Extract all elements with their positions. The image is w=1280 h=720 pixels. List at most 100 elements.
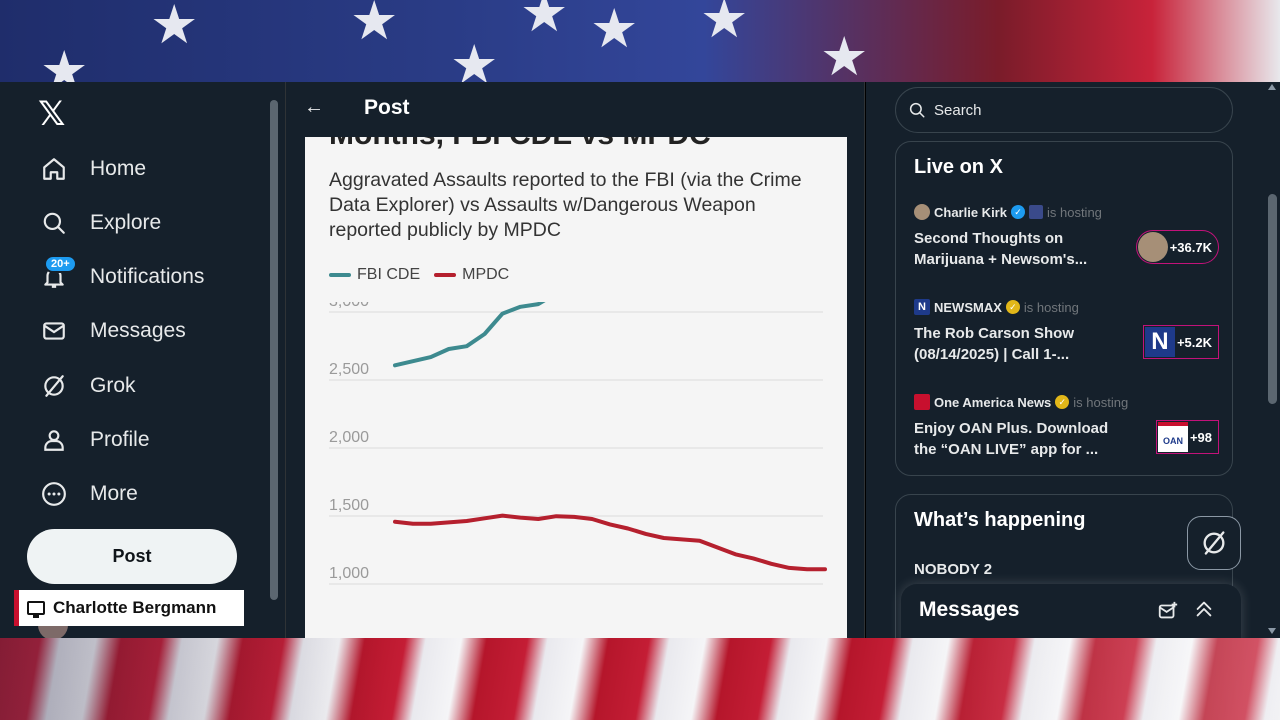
live-title: Live on X	[914, 156, 1003, 178]
listener-count: +36.7K	[1169, 239, 1212, 255]
listener-count-pill[interactable]: N +5.2K	[1142, 325, 1219, 359]
live-title-text: Enjoy OAN Plus. Download the “OAN LIVE” …	[914, 420, 1109, 458]
flag-background-top: ★ ★ ★ ★ ★ ★ ★ ★	[0, 0, 1280, 84]
y-tick-label: 2,000	[329, 429, 369, 446]
y-tick-label: 1,000	[329, 565, 369, 582]
scrollbar-thumb[interactable]	[1268, 194, 1277, 404]
nav-home[interactable]: Home	[28, 145, 268, 193]
post-column: Months, FBI CDE vs MPDC Aggravated Assau…	[285, 82, 865, 638]
legend-swatch-mpdc	[434, 273, 457, 277]
post-button[interactable]: Post	[27, 529, 237, 584]
x-logo-icon[interactable]: 𝕏	[38, 94, 66, 134]
hosting-label: is hosting	[1046, 204, 1102, 220]
scroll-up-icon[interactable]	[1268, 84, 1276, 90]
newsmax-avatar-icon: N	[1144, 327, 1175, 357]
nav-more[interactable]: More	[28, 470, 268, 518]
chevron-up-icon[interactable]	[1193, 598, 1215, 620]
host-name: One America News	[934, 394, 1052, 410]
page-title: Post	[364, 96, 410, 119]
nav-profile[interactable]: Profile	[28, 416, 268, 464]
host-name: NEWSMAX	[934, 299, 1002, 315]
oan-logo-icon	[914, 394, 930, 410]
notification-badge: 20+	[44, 255, 77, 273]
search-icon	[40, 209, 68, 237]
nav-explore[interactable]: Explore	[28, 199, 268, 247]
listener-avatar	[1137, 232, 1168, 262]
envelope-icon	[40, 317, 68, 345]
person-icon	[40, 426, 68, 454]
right-sidebar: Search Live on X Charlie Kirk ✓ is hosti…	[866, 82, 1280, 638]
more-circle-icon	[40, 480, 68, 508]
search-placeholder: Search	[934, 101, 982, 119]
nav-label: Profile	[90, 428, 150, 451]
post-header: ← Post	[286, 82, 864, 137]
hosting-label: is hosting	[1023, 299, 1079, 315]
host-avatar	[914, 204, 930, 220]
legend-label-mpdc: MPDC	[462, 266, 510, 283]
series-line-mpdc	[393, 513, 827, 572]
verified-badge-icon: ✓	[1005, 300, 1020, 314]
nav-label: More	[90, 482, 138, 505]
happening-title: What’s happening	[914, 509, 1086, 531]
legend-swatch-fbi	[329, 273, 351, 277]
live-item[interactable]: N NEWSMAX ✓ is hosting The Rob Carson Sh…	[914, 299, 1219, 379]
legend-item-mpdc: MPDC	[434, 266, 509, 284]
hosting-label: is hosting	[1073, 394, 1129, 410]
messages-drawer-title: Messages	[919, 598, 1020, 621]
listener-count-pill[interactable]: OAN +98	[1155, 420, 1219, 454]
legend-item-fbi: FBI CDE	[329, 266, 420, 284]
nav-notifications[interactable]: 20+ Notifications	[28, 253, 268, 301]
nav-label: Explore	[90, 211, 162, 234]
bell-icon: 20+	[40, 255, 77, 291]
chart-subtitle: Aggravated Assaults reported to the FBI …	[329, 169, 802, 241]
new-message-icon[interactable]	[1157, 600, 1179, 622]
verified-badge-icon: ✓	[1010, 205, 1025, 219]
sidebar-scrollbar[interactable]	[270, 100, 278, 600]
chart-legend: FBI CDE MPDC	[329, 266, 523, 284]
grok-icon	[1203, 531, 1225, 555]
grok-floating-button[interactable]	[1187, 516, 1241, 570]
search-icon	[909, 102, 925, 118]
streamer-caption: Charlotte Bergmann	[14, 590, 244, 626]
back-arrow-icon[interactable]: ←	[304, 96, 324, 118]
caption-name: Charlotte Bergmann	[53, 598, 217, 617]
nav-label: Grok	[90, 374, 136, 397]
scroll-down-icon[interactable]	[1268, 628, 1276, 634]
affiliate-badge-icon	[1028, 205, 1043, 219]
post-image[interactable]: Months, FBI CDE vs MPDC Aggravated Assau…	[305, 122, 847, 638]
legend-label-fbi: FBI CDE	[357, 266, 421, 283]
listener-count-pill[interactable]: +36.7K	[1135, 230, 1219, 264]
line-chart: 1,000 1,500 2,000 2,500 3,000	[329, 302, 827, 585]
nav-label: Notifications	[90, 265, 205, 288]
host-name: Charlie Kirk	[934, 204, 1007, 220]
y-tick-label: 2,500	[329, 361, 369, 378]
live-host: N NEWSMAX ✓ is hosting	[914, 299, 1079, 315]
y-tick-label: 1,500	[329, 497, 369, 514]
nav-messages[interactable]: Messages	[28, 307, 268, 355]
oan-avatar-icon: OAN	[1157, 422, 1188, 452]
nav-label: Home	[90, 157, 147, 180]
grok-icon	[40, 372, 68, 400]
post-scrollbar[interactable]	[852, 82, 864, 638]
live-title-text: Second Thoughts on Marijuana + Newsom's.…	[914, 230, 1088, 268]
monitor-icon	[27, 601, 45, 618]
trend-item[interactable]: NOBODY 2	[914, 561, 993, 578]
live-host: One America News ✓ is hosting	[914, 394, 1128, 410]
listener-count: +98	[1189, 429, 1212, 445]
live-on-x-panel: Live on X Charlie Kirk ✓ is hosting Seco…	[895, 141, 1233, 476]
newsmax-logo-icon: N	[914, 299, 930, 315]
nav-label: Messages	[90, 319, 186, 342]
page-scrollbar[interactable]	[1265, 82, 1280, 638]
verified-badge-icon: ✓	[1055, 395, 1070, 409]
series-line-fbi-cde	[393, 302, 546, 368]
y-tick-label: 3,000	[329, 302, 369, 310]
live-item[interactable]: Charlie Kirk ✓ is hosting Second Thought…	[914, 204, 1219, 284]
live-item[interactable]: One America News ✓ is hosting Enjoy OAN …	[914, 394, 1219, 474]
left-sidebar: 𝕏 Home Explore 20+ Notifications Messag	[0, 82, 285, 638]
x-app-window: 𝕏 Home Explore 20+ Notifications Messag	[0, 82, 1280, 638]
flag-background-bottom	[0, 636, 1280, 720]
messages-drawer[interactable]: Messages	[901, 584, 1241, 638]
search-input[interactable]: Search	[895, 87, 1233, 133]
home-icon	[40, 155, 68, 183]
nav-grok[interactable]: Grok	[28, 362, 268, 410]
